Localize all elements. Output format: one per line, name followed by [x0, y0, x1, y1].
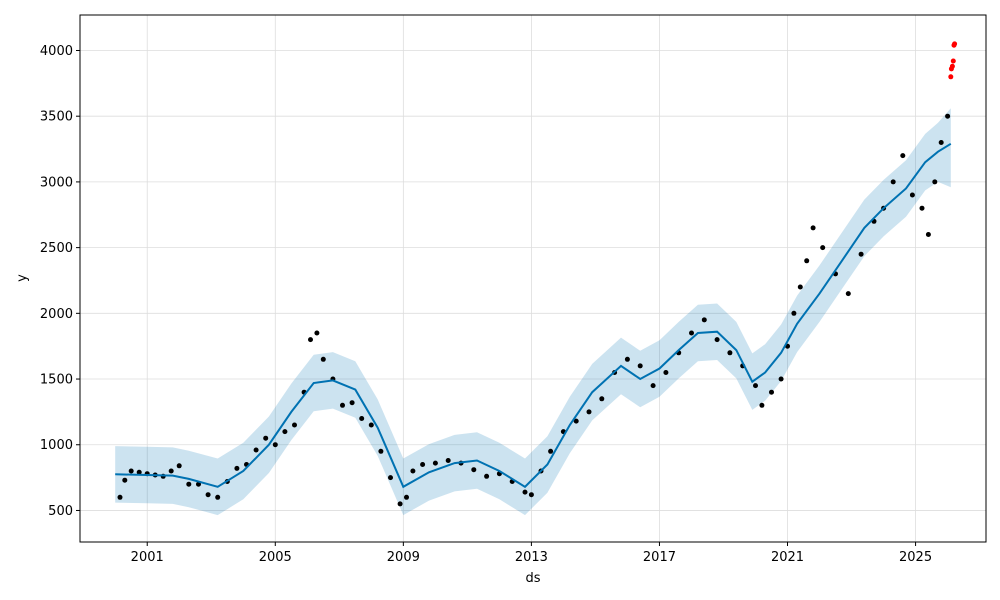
observed-point: [791, 310, 797, 316]
observed-point: [925, 232, 931, 237]
outlier-point: [952, 41, 958, 47]
x-tick-label: 2013: [515, 550, 548, 565]
observed-point: [650, 383, 656, 389]
observed-point: [253, 447, 259, 453]
x-tick-label: 2017: [643, 550, 676, 565]
forecast-line: [115, 142, 952, 489]
observed-point: [810, 225, 816, 231]
observed-point: [797, 284, 803, 290]
observed-point: [890, 179, 896, 185]
observed-point: [314, 330, 320, 336]
x-tick-label: 2025: [899, 550, 932, 565]
observed-point: [689, 330, 694, 336]
observed-point: [522, 489, 528, 495]
x-tick-label: 2009: [387, 550, 420, 565]
observed-point: [388, 475, 393, 481]
forecast-series-line: [115, 142, 952, 489]
y-tick-label: 3500: [40, 110, 73, 125]
uncertainty-band-area: [115, 108, 951, 516]
outlier-point: [949, 63, 955, 69]
observed-point: [410, 468, 416, 474]
observed-points: [117, 113, 951, 507]
observed-point: [624, 356, 630, 362]
observed-point: [945, 113, 951, 119]
observed-point: [445, 458, 451, 463]
y-tick-label: 2000: [40, 307, 73, 322]
plot-background: [80, 15, 986, 542]
observed-point: [919, 205, 925, 211]
observed-point: [432, 460, 438, 466]
x-axis-label: ds: [525, 571, 540, 586]
y-tick-label: 4000: [40, 44, 73, 59]
observed-point: [368, 422, 374, 428]
uncertainty-band: [115, 108, 951, 516]
observed-point: [845, 291, 851, 297]
observed-point: [663, 370, 669, 375]
observed-point: [727, 350, 733, 356]
observed-point: [804, 258, 810, 264]
observed-point: [932, 179, 938, 185]
observed-point: [215, 494, 221, 500]
observed-point: [272, 442, 278, 448]
observed-point: [420, 462, 426, 467]
observed-point: [117, 494, 123, 500]
observed-point: [349, 400, 355, 406]
y-tick-label: 3000: [40, 175, 73, 190]
observed-point: [484, 473, 490, 479]
observed-point: [292, 422, 297, 428]
observed-point: [176, 463, 182, 469]
observed-point: [900, 153, 906, 159]
grid: [80, 15, 986, 542]
observed-point: [701, 317, 707, 323]
observed-point: [378, 448, 384, 454]
observed-point: [909, 192, 915, 198]
observed-point: [340, 402, 345, 408]
observed-point: [397, 501, 403, 507]
observed-point: [714, 337, 720, 343]
x-axis: 2001 2005 2009 2013 2017 2021 2025: [131, 542, 932, 565]
observed-point: [938, 140, 944, 145]
x-tick-label: 2021: [771, 550, 804, 565]
observed-point: [404, 494, 409, 500]
observed-point: [205, 492, 211, 498]
observed-point: [308, 337, 313, 343]
observed-point: [136, 469, 142, 475]
observed-point: [186, 481, 192, 487]
observed-point: [548, 448, 554, 454]
observed-point: [586, 409, 592, 415]
observed-point: [196, 481, 201, 487]
observed-point: [769, 389, 774, 395]
outlier-point: [948, 74, 954, 80]
observed-point: [282, 429, 288, 435]
outlier-points: [948, 41, 958, 80]
observed-point: [168, 468, 174, 474]
observed-point: [820, 245, 826, 251]
observed-point: [778, 376, 784, 382]
observed-point: [858, 251, 864, 257]
plot-frame: [79, 14, 987, 543]
observed-point: [263, 435, 269, 441]
observed-point: [753, 383, 758, 389]
y-axis-label: y: [15, 274, 30, 282]
observed-point: [320, 356, 326, 362]
x-tick-label: 2005: [259, 550, 292, 565]
observed-point: [599, 396, 605, 402]
observed-point: [528, 492, 534, 498]
x-tick-label: 2001: [131, 550, 164, 565]
y-tick-label: 500: [48, 504, 73, 519]
observed-point: [637, 363, 643, 369]
y-tick-label: 2500: [40, 241, 73, 256]
observed-point: [471, 467, 477, 473]
outlier-point: [950, 58, 956, 64]
observed-point: [122, 477, 128, 483]
y-tick-label: 1500: [40, 373, 73, 388]
observed-point: [234, 465, 240, 471]
y-axis: 500 1000 1500 2000 2500 3000 3500 4000: [40, 44, 80, 519]
y-tick-label: 1000: [40, 438, 73, 453]
observed-point: [759, 402, 765, 408]
observed-point: [359, 416, 365, 421]
observed-point: [128, 468, 134, 474]
observed-point: [573, 418, 579, 424]
